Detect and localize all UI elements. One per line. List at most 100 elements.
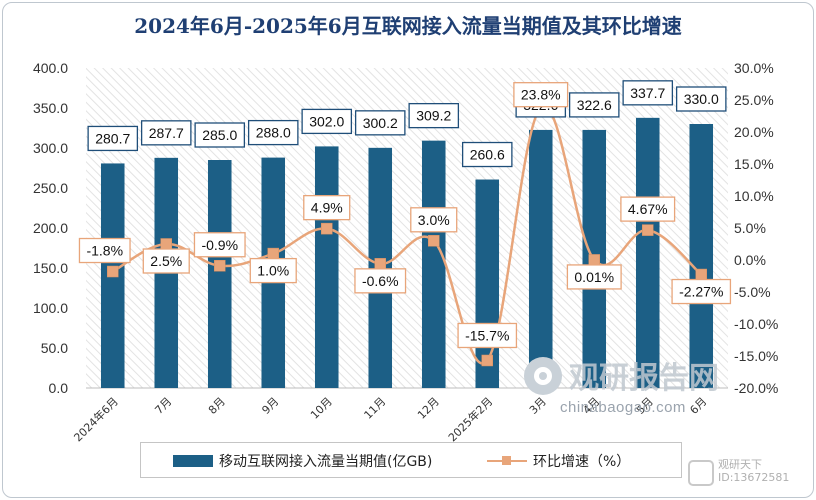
x-tick-label: 11月 [362,395,389,422]
pct-value-label-box [78,237,131,264]
pct-value-label: 1.0% [249,257,297,284]
pct-value-label-box [410,207,458,233]
bar-value-label-box [568,92,620,118]
bar-value-label-box [247,119,299,146]
legend-line-swatch [487,455,527,467]
bar-value-label-text: 285.0 [202,127,237,143]
bar-value-label-text: 280.7 [95,130,130,146]
pct-value-label-text: 0.01% [574,269,614,285]
y-left-tick-label: 400.0 [33,60,68,76]
pct-value-label-text: 4.9% [311,200,343,216]
bar-value-label-text: 302.0 [309,113,344,129]
legend-item-bars: 移动互联网接入流量当期值(亿GB) [173,451,432,471]
x-tick-label: 7月 [152,395,174,417]
y-left-tick-label: 300.0 [33,140,68,156]
pct-value-label-text: -0.9% [201,237,238,253]
bar-value-label-box [675,86,727,112]
y-left-tick-label: 150.0 [33,260,68,276]
pct-value-label-box [513,82,569,108]
pct-value-label-text: 1.0% [257,263,289,279]
pct-value-label-box [303,194,351,221]
bar-value-label-box [354,110,406,136]
pct-value-label-box [142,248,190,274]
y-right-tick-label: 30.0% [734,60,774,76]
y-left-tick-label: 350.0 [33,100,68,116]
bar [314,146,339,388]
bar [528,129,553,389]
pct-value-label: 0.01% [566,264,622,290]
pct-value-label-text: -15.7% [465,327,509,343]
bar-value-label-text: 322.6 [577,97,612,113]
bar-value-label-text: 260.6 [470,147,505,163]
pct-value-label-box [671,278,732,305]
bar-value-label: 280.7 [87,125,139,152]
pct-value-label: -15.7% [457,322,518,349]
bar [421,140,446,388]
bar-value-label-box [87,125,139,152]
legend-label-line: 环比增速（%） [533,454,631,470]
bar-value-label-text: 309.2 [416,108,451,124]
bar-value-label-box [461,141,513,168]
pct-labels: -1.8% 2.5% -0.9% 1.0% 4.9% -0.6% 3.0% -15.7% 23.… [78,82,732,349]
line-marker [107,265,119,278]
y-left-tick-label: 0.0 [49,380,69,396]
x-tick-label: 10月 [308,395,335,422]
legend-item-line: 环比增速（%） [487,451,630,471]
bar-value-label: 300.2 [354,110,406,136]
x-tick-label: 12月 [415,395,442,422]
plot-area [86,68,728,388]
y-right-tick-label: -15.0% [734,348,778,364]
watermark-url: chinabaogao.com [560,399,686,416]
bar-value-label-text: 287.7 [149,125,184,141]
y-right-tick-label: -5.0% [734,284,771,300]
bar-value-label: 337.7 [622,80,674,106]
bar-value-label-text: 288.0 [256,125,291,141]
y-left-tick-label: 50.0 [41,340,68,356]
pct-value-label-text: 23.8% [521,87,561,103]
bar-value-label: 309.2 [408,102,460,129]
line-marker [267,247,279,260]
line-marker [588,254,600,266]
pct-value-label: 2.5% [142,248,190,274]
pct-value-label: 3.0% [410,207,458,233]
pct-value-label-box [193,232,246,258]
pct-value-label: 4.9% [303,194,351,221]
pct-value-label-box [354,268,407,294]
x-tick-label: 2024年6月 [71,394,121,444]
pct-value-label: -0.6% [354,268,407,294]
legend: 移动互联网接入流量当期值(亿GB) 环比增速（%） [140,442,682,478]
bar [207,160,232,388]
line-marker [481,354,493,367]
bar-value-label: 330.0 [675,86,727,112]
bar-value-label: 288.0 [247,119,299,146]
legend-label-bars: 移动互联网接入流量当期值(亿GB) [219,454,433,470]
watermark-logo: 观研报告网 [513,352,723,400]
pct-value-label: -2.27% [671,278,732,305]
line-marker [214,260,226,272]
bar-labels: 280.7 287.7 285.0 288.0 302.0 300.2 309.2 260.6… [87,80,727,168]
pct-value-label-box [566,264,622,290]
y-right-tick-label: 0.0% [734,252,766,268]
watermark-corner-id: ID:13672581 [718,471,790,484]
line-marker [642,224,654,236]
line-marker [695,268,707,281]
x-tick-label: 8月 [206,395,228,417]
x-tick-label: 2025年2月 [445,394,495,444]
y-right-tick-label: -10.0% [734,316,778,332]
bar-value-label-text: 330.0 [684,91,719,107]
pct-value-label-text: -2.27% [679,284,723,300]
bar-value-label-text: 337.7 [630,85,665,101]
watermark-corner-name: 观研天下 [718,458,762,471]
pct-value-label: 23.8% [513,82,569,108]
y-right-tick-label: -20.0% [734,380,778,396]
bar-value-label-box [301,108,353,135]
pct-value-label-box [457,322,518,349]
pct-value-label: -0.9% [193,232,246,258]
pct-value-label-text: -1.8% [86,243,123,259]
line-marker [160,238,172,250]
bar-value-label: 322.6 [568,92,620,118]
y-right-tick-label: 5.0% [734,220,766,236]
line-marker [321,222,333,235]
watermark-brand: 观研报告网 [569,361,719,396]
